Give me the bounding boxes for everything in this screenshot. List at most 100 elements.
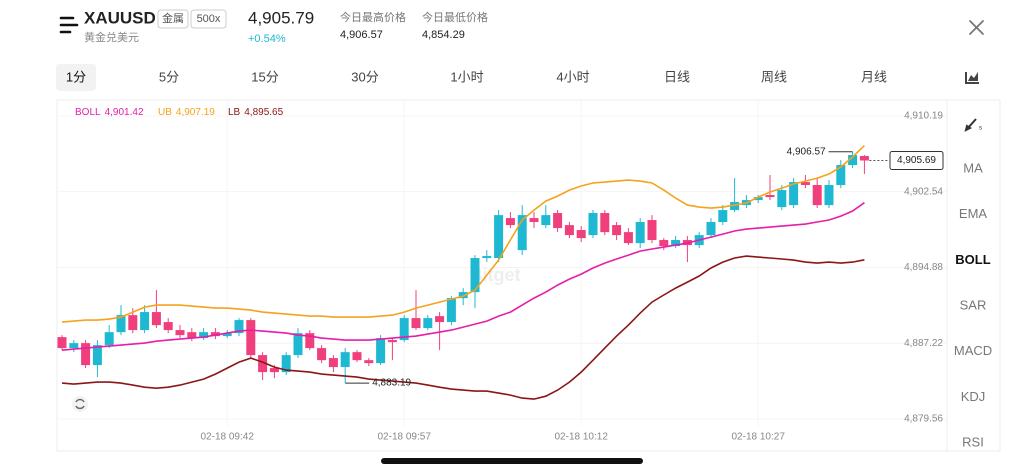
last-price-label: 4,905.69 — [897, 155, 936, 166]
candle-body — [859, 156, 869, 161]
tab[interactable]: 日线 — [664, 69, 690, 84]
candle-body — [600, 213, 610, 233]
candle-body — [352, 352, 362, 361]
x-tick-label: 02-18 10:27 — [732, 432, 786, 443]
candle-body — [151, 312, 161, 326]
indicator[interactable]: MACD — [954, 343, 992, 358]
candle-body — [116, 315, 126, 333]
tab[interactable]: 1分 — [66, 69, 86, 84]
tag-box — [157, 9, 189, 29]
indicator[interactable]: KDJ — [961, 389, 986, 404]
candle-body — [81, 343, 91, 366]
chart-frame — [56, 99, 1001, 452]
candle-body — [848, 155, 858, 166]
candle-body — [376, 338, 386, 364]
candle-body — [411, 318, 421, 329]
last-price-box — [889, 150, 944, 170]
extreme-label: 4,883.19 — [372, 378, 411, 389]
candle-body — [57, 337, 67, 349]
y-tick-label: 4,894.88 — [904, 262, 943, 273]
y-tick-label: 4,910.19 — [904, 111, 943, 122]
candle-body — [328, 358, 338, 368]
boll-line — [61, 202, 865, 351]
subtitle: 黄金兑美元 — [84, 30, 139, 44]
indicator[interactable]: BOLL — [955, 252, 990, 267]
candle-body — [423, 318, 433, 329]
tag-box — [190, 9, 227, 29]
candle-body — [92, 345, 102, 366]
candle-body — [836, 165, 846, 186]
candle-body — [706, 222, 716, 236]
indicator[interactable]: MA — [963, 160, 983, 175]
candle-body — [659, 240, 669, 247]
candle-body — [317, 348, 327, 361]
indicator[interactable]: SAR — [960, 298, 987, 313]
candle-body — [163, 322, 173, 331]
draw-tool-icon[interactable]: s — [964, 118, 982, 132]
stat-value: 4,906.57 — [340, 29, 383, 41]
indicator-panel: MA EMA BOLL SAR MACD KDJ RSI — [954, 160, 992, 449]
y-tick-label: 4,887.22 — [904, 338, 943, 349]
close-button[interactable] — [969, 20, 984, 35]
x-tick-label: 02-18 10:12 — [555, 432, 609, 443]
candle-body — [435, 316, 445, 323]
candle-body — [446, 298, 456, 323]
tab[interactable]: 月线 — [861, 69, 887, 84]
candle-body — [505, 218, 515, 226]
candle-body — [564, 225, 574, 236]
legend-name: LB — [228, 107, 241, 118]
candle-body — [635, 222, 645, 244]
candle-body — [140, 312, 150, 331]
stat-label: 今日最低价格 — [422, 10, 488, 24]
candle-body — [671, 240, 681, 247]
home-indicator — [381, 458, 643, 464]
candle-body — [553, 213, 563, 229]
legend-name: BOLL — [75, 107, 101, 118]
stat-value: 4,854.29 — [422, 29, 465, 41]
tab[interactable]: 周线 — [761, 69, 787, 84]
indicator[interactable]: RSI — [962, 435, 984, 450]
candle-body — [789, 182, 799, 206]
candle-body — [765, 195, 775, 198]
tab[interactable]: 30分 — [351, 69, 378, 84]
candle-body — [800, 182, 810, 186]
svg-text:s: s — [979, 126, 982, 132]
candle-body — [730, 202, 740, 211]
candle-body — [199, 332, 209, 339]
x-tick-label: 02-18 09:57 — [378, 432, 432, 443]
candle-body — [517, 215, 527, 251]
tab-bar: 1分 5分 15分 30分 1小时 4小时 日线 周线 月线 — [56, 64, 887, 91]
candle-body — [399, 318, 409, 341]
candle-body — [623, 232, 633, 244]
candle-body — [187, 332, 197, 339]
candle-body — [753, 197, 763, 201]
tab[interactable]: 1小时 — [450, 69, 483, 84]
indicator[interactable]: EMA — [959, 206, 988, 221]
menu-icon[interactable] — [59, 16, 79, 34]
candle-body — [210, 332, 220, 337]
tab[interactable]: 4小时 — [556, 69, 589, 84]
chart-type-icon[interactable] — [965, 72, 979, 84]
candle-body — [777, 190, 787, 208]
tab[interactable]: 15分 — [251, 69, 278, 84]
reset-icon[interactable] — [72, 396, 88, 412]
candle-body — [104, 332, 114, 346]
legend-entry: LB4,895.65 — [228, 107, 284, 118]
candle-body — [175, 330, 185, 336]
tab[interactable]: 5分 — [159, 69, 179, 84]
extreme-label: 4,906.57 — [787, 146, 826, 157]
candle-body — [458, 292, 468, 299]
candle-body — [246, 320, 256, 356]
legend-name: UB — [158, 107, 172, 118]
x-tick-label: 02-18 09:42 — [201, 432, 255, 443]
candle-body — [234, 320, 244, 334]
stat-label: 今日最高价格 — [340, 10, 406, 24]
candle-body — [529, 218, 539, 223]
candle-body — [340, 352, 350, 368]
legend-entry: BOLL 4,901.42 — [75, 107, 144, 118]
chart: 4,910.19 4,902.54 4,894.88 4,887.22 4,879.56… — [57, 101, 946, 443]
tab-highlight — [56, 64, 96, 91]
candle-body — [494, 215, 504, 259]
candle-body — [69, 343, 79, 349]
